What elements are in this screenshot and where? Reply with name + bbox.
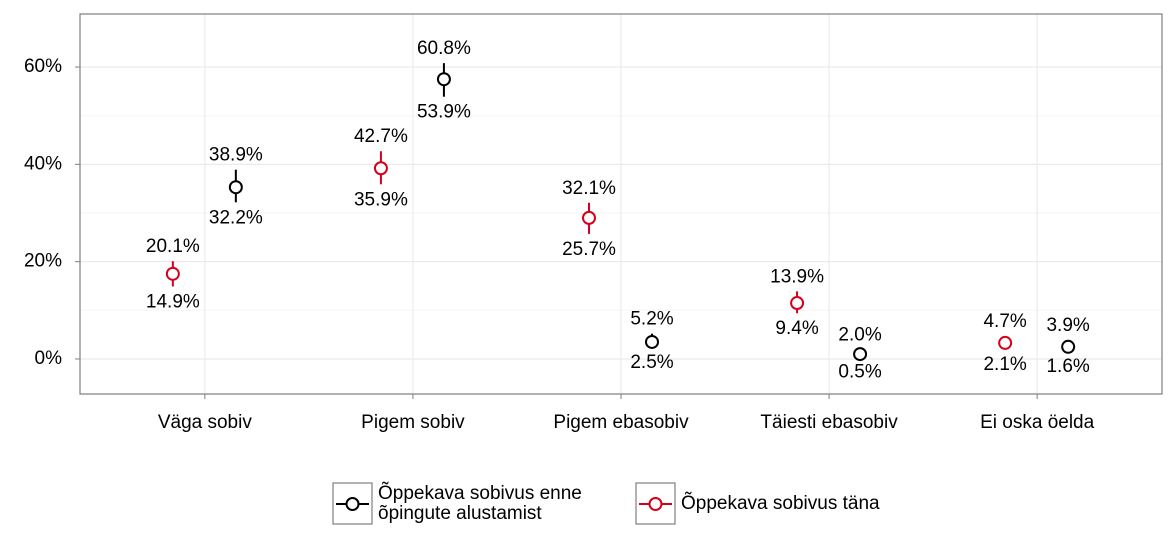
upper-label: 38.9% (209, 145, 263, 166)
lower-label: 32.2% (209, 207, 263, 228)
lower-label: 53.9% (417, 102, 471, 123)
point (165, 266, 180, 281)
upper-label: 2.0% (838, 324, 881, 345)
lower-label: 1.6% (1046, 356, 1089, 377)
legend-label: Õppekava sobivus enne õpingute alustamist (378, 482, 582, 524)
x-tick-label: Väga sobiv (158, 412, 253, 433)
lower-label: 9.4% (775, 318, 818, 339)
upper-label: 5.2% (630, 309, 673, 330)
x-tick-label: Pigem ebasobiv (553, 412, 689, 433)
point (645, 334, 659, 349)
x-tick-label: Täiesti ebasobiv (760, 412, 898, 433)
upper-label: 32.1% (562, 178, 616, 199)
upper-label: 20.1% (146, 236, 200, 257)
point (853, 347, 868, 362)
point (436, 72, 451, 87)
lower-label: 2.1% (983, 354, 1026, 375)
legend-point (345, 497, 360, 511)
y-tick-label: 40% (24, 153, 62, 174)
upper-label: 4.7% (983, 311, 1026, 332)
upper-label: 60.8% (417, 38, 471, 59)
point (373, 161, 388, 176)
point (790, 296, 805, 311)
upper-label: 3.9% (1046, 315, 1089, 336)
marks (165, 63, 1076, 362)
legend-label: Õppekava sobivus täna (681, 492, 880, 514)
grid (80, 14, 1162, 394)
point (1061, 339, 1076, 354)
lower-label: 35.9% (354, 189, 408, 210)
upper-label: 13.9% (770, 266, 824, 287)
lower-label: 14.9% (146, 291, 200, 312)
legend-point (648, 497, 663, 511)
point (228, 180, 243, 195)
lower-label: 0.5% (838, 362, 881, 383)
point (998, 335, 1013, 350)
point (582, 210, 596, 225)
x-tick-label: Ei oska öelda (980, 412, 1095, 433)
lower-label: 2.5% (630, 352, 673, 373)
x-tick-label: Pigem sobiv (361, 412, 465, 433)
y-tick-label: 60% (24, 56, 62, 77)
y-tick-label: 20% (24, 251, 62, 272)
upper-label: 42.7% (354, 126, 408, 147)
y-tick-label: 0% (35, 348, 63, 369)
lower-label: 25.7% (562, 239, 616, 260)
